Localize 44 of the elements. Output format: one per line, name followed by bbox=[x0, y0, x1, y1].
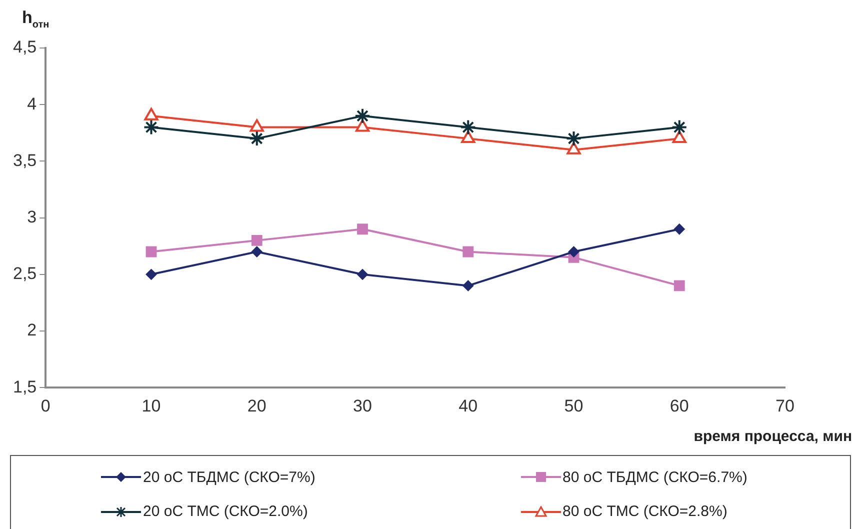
y-tick-label: 4,5 bbox=[12, 38, 37, 57]
point bbox=[355, 119, 370, 132]
point bbox=[462, 280, 474, 292]
legend-label: 20 оС ТБДМС (СКО=7%) bbox=[143, 468, 316, 486]
point bbox=[357, 268, 368, 280]
point bbox=[354, 108, 371, 124]
legend-label: 80 оС ТБДМС (СКО=6.7%) bbox=[562, 468, 748, 486]
x-tick-label: 30 bbox=[353, 396, 372, 416]
y-tick-label: 3,5 bbox=[12, 150, 37, 170]
legend-label: 20 оС ТМС (СКО=2.0%) bbox=[143, 503, 308, 520]
y-tick-label: 2 bbox=[27, 320, 37, 340]
point bbox=[566, 142, 581, 154]
x-tick-label: 50 bbox=[564, 396, 584, 416]
point bbox=[251, 246, 262, 258]
point bbox=[146, 268, 157, 280]
x-tick-label: 0 bbox=[40, 396, 50, 416]
point bbox=[566, 130, 582, 147]
point bbox=[672, 130, 686, 144]
point bbox=[671, 119, 688, 136]
point bbox=[144, 108, 158, 120]
legend-label: 80 оС ТМС (СКО=2.8%) bbox=[562, 503, 728, 520]
x-tick-label: 70 bbox=[776, 396, 794, 416]
x-tick-label: 10 bbox=[142, 396, 161, 416]
point bbox=[462, 246, 474, 258]
point bbox=[143, 119, 160, 136]
x-tick-label: 60 bbox=[670, 396, 689, 416]
point bbox=[250, 119, 264, 132]
y-tick-label: 1,5 bbox=[12, 377, 37, 396]
y-tick-label: 3 bbox=[27, 207, 37, 226]
x-tick-label: 20 bbox=[247, 396, 266, 416]
y-tick-label: 2,5 bbox=[12, 264, 37, 284]
x-axis-title: время процесса, мин bbox=[694, 428, 852, 445]
point bbox=[461, 130, 476, 144]
x-tick-label: 40 bbox=[458, 396, 478, 416]
point bbox=[674, 224, 685, 235]
point bbox=[568, 246, 580, 258]
y-tick-label: 4 bbox=[27, 94, 37, 114]
point bbox=[674, 280, 685, 292]
point bbox=[460, 119, 476, 136]
point bbox=[248, 130, 265, 147]
point bbox=[251, 234, 262, 246]
point bbox=[146, 246, 157, 258]
point bbox=[357, 224, 368, 235]
y-axis-title: h$_{отн}$ bbox=[22, 8, 50, 30]
